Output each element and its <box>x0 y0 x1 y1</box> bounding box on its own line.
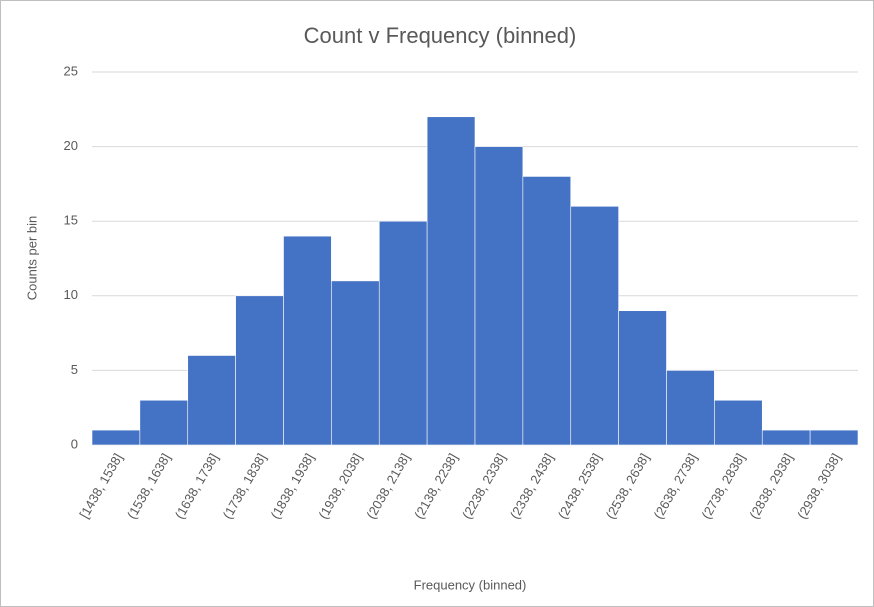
y-axis-label: Counts per bin <box>24 216 39 301</box>
bar <box>187 355 236 446</box>
chart-title: Count v Frequency (binned) <box>304 23 577 48</box>
y-tick-label: 5 <box>71 362 78 377</box>
y-tick-label: 25 <box>64 63 78 78</box>
bar <box>331 280 380 446</box>
bar <box>139 399 189 446</box>
bar <box>378 220 428 446</box>
bar <box>283 235 332 446</box>
y-tick-label: 20 <box>64 138 78 153</box>
bar <box>618 310 667 446</box>
bar <box>809 429 859 446</box>
y-tick-label: 15 <box>64 213 78 228</box>
bar <box>474 146 524 446</box>
x-axis-label: Frequency (binned) <box>414 577 527 592</box>
bar <box>522 176 572 446</box>
bar <box>570 205 619 446</box>
bar <box>91 429 141 446</box>
bar <box>666 370 715 446</box>
y-tick-label: 10 <box>64 287 78 302</box>
bar <box>761 429 811 446</box>
y-tick-label: 0 <box>71 436 78 451</box>
bar <box>714 399 763 446</box>
bar <box>426 116 476 446</box>
bar <box>235 295 284 446</box>
